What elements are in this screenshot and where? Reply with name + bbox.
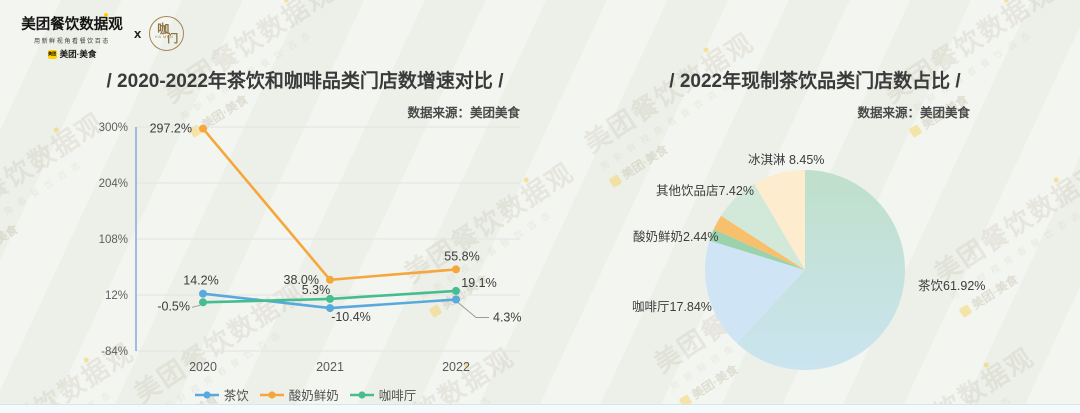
collab-x-separator: x bbox=[134, 26, 142, 41]
x-tick-label: 2021 bbox=[316, 360, 344, 374]
y-tick-label: 204% bbox=[99, 178, 128, 190]
legend-marker-icon bbox=[194, 390, 219, 399]
watermark-yellow-dot bbox=[52, 126, 60, 134]
data-label: 14.2% bbox=[183, 274, 218, 288]
watermark-yellow-dot bbox=[702, 46, 710, 54]
legend-label: 酸奶鲜奶 bbox=[288, 389, 339, 403]
line-chart-source: 数据来源：美团美食 bbox=[407, 106, 520, 120]
series-line-酸奶鲜奶 bbox=[201, 127, 458, 282]
logo-yellow-dot bbox=[104, 13, 108, 17]
data-label: 4.3% bbox=[493, 311, 522, 325]
data-point bbox=[199, 289, 207, 298]
x-tick-label: 2022 bbox=[442, 360, 470, 374]
leader-line bbox=[457, 302, 489, 318]
meituan-badge-icon: 美团 bbox=[47, 49, 57, 59]
pie-chart-source: 数据来源：美团美食 bbox=[857, 106, 970, 120]
data-point bbox=[199, 298, 207, 307]
pie-slice-其他饮品店 bbox=[721, 183, 805, 270]
bottom-edge-strip bbox=[0, 404, 1080, 413]
pie-chart bbox=[700, 165, 910, 375]
data-label: 38.0% bbox=[284, 273, 319, 287]
legend-marker-icon bbox=[349, 390, 374, 399]
pie-slice-unlabeled bbox=[709, 229, 805, 270]
legend-item: 酸奶鲜奶 bbox=[259, 385, 339, 404]
brand-header: 美团餐饮数据观 用新鲜视角看餐饮百态 美团 美团·美食 x 咖 门 KA MEN bbox=[20, 13, 185, 60]
logo-badge: 美团 美团·美食 bbox=[20, 48, 124, 60]
data-point bbox=[326, 294, 334, 303]
y-tick-label: 12% bbox=[105, 290, 128, 302]
watermark-badge-icon bbox=[958, 303, 973, 318]
watermark-yellow-dot bbox=[982, 361, 990, 369]
pie-chart-title: / 2022年现制茶饮品类门店数占比 / bbox=[669, 71, 961, 92]
legend-label: 茶饮 bbox=[223, 389, 249, 403]
y-tick-label: 108% bbox=[99, 234, 128, 246]
logo-title: 美团餐饮数据观 bbox=[21, 17, 123, 33]
x-tick-label: 2020 bbox=[189, 360, 217, 374]
data-label: 55.8% bbox=[444, 249, 479, 263]
watermark-badge-icon bbox=[608, 173, 623, 188]
line-chart: 300% 204% 108% 12% -84% 2020 2021 2022 14.2% -10.… bbox=[70, 120, 540, 385]
pie-slice-label: 冰淇淋 8.45% bbox=[748, 153, 825, 167]
data-label: -10.4% bbox=[331, 310, 371, 324]
data-label: 5.3% bbox=[302, 283, 331, 297]
pie-slice-咖啡厅 bbox=[705, 240, 805, 344]
line-chart-legend: 茶饮 酸奶鲜奶 咖啡厅 bbox=[70, 385, 540, 404]
pie-slice-label: 咖啡厅17.84% bbox=[632, 300, 712, 314]
y-tick-label: -84% bbox=[101, 346, 128, 358]
data-point bbox=[452, 295, 460, 304]
line-chart-title: / 2020-2022年茶饮和咖啡品类门店数增速对比 / bbox=[106, 71, 504, 92]
watermark-badge-icon bbox=[908, 123, 923, 138]
kamen-char-bottom: 门 bbox=[167, 33, 179, 45]
legend-item: 咖啡厅 bbox=[349, 385, 417, 404]
legend-label: 咖啡厅 bbox=[378, 389, 417, 403]
y-tick-label: 300% bbox=[99, 122, 128, 134]
data-point bbox=[326, 304, 334, 313]
data-label: -0.5% bbox=[157, 299, 190, 313]
badge-label: 美团·美食 bbox=[59, 49, 97, 59]
data-label: 19.1% bbox=[461, 276, 496, 290]
data-point bbox=[326, 275, 334, 284]
pie-slice-label: 茶饮61.92% bbox=[918, 279, 986, 293]
kamen-small-text: KA MEN bbox=[155, 34, 174, 39]
watermark-yellow-dot bbox=[1052, 176, 1060, 184]
legend-item: 茶饮 bbox=[194, 385, 249, 404]
meituan-data-logo: 美团餐饮数据观 用新鲜视角看餐饮百态 美团 美团·美食 bbox=[20, 13, 124, 60]
data-label: 297.2% bbox=[150, 122, 192, 136]
kamen-logo: 咖 门 KA MEN bbox=[149, 16, 185, 51]
kamen-char-top: 咖 bbox=[157, 22, 170, 36]
pie-slice-label: 酸奶鲜奶2.44% bbox=[633, 230, 719, 244]
watermark: 美团餐饮数据观 用新鲜视角看餐饮百态 美团·美食 bbox=[926, 153, 1080, 321]
data-point bbox=[452, 265, 460, 274]
data-point bbox=[199, 124, 207, 133]
pie-slice-茶饮 bbox=[736, 170, 905, 370]
watermark-yellow-dot bbox=[282, 0, 290, 4]
legend-marker-icon bbox=[259, 390, 284, 399]
data-point bbox=[452, 286, 460, 295]
logo-tagline: 用新鲜视角看餐饮百态 bbox=[33, 39, 110, 45]
pie-slice-label: 其他饮品店7.42% bbox=[656, 184, 754, 198]
pie-slice-酸奶鲜奶 bbox=[713, 215, 805, 270]
watermark-yellow-dot bbox=[1002, 0, 1010, 4]
leader-line bbox=[191, 304, 201, 308]
pie-slice-冰淇淋 bbox=[754, 170, 805, 270]
